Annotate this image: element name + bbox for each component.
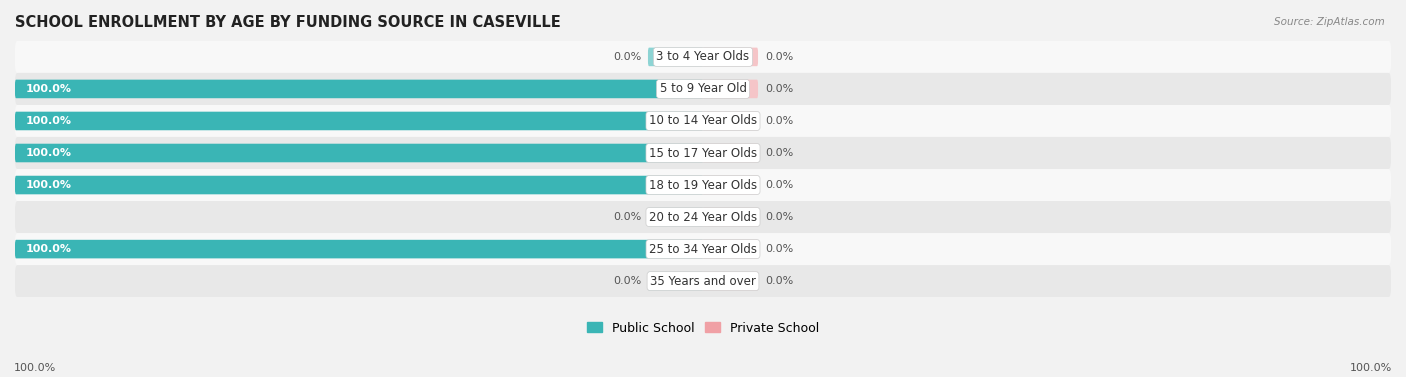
FancyBboxPatch shape bbox=[703, 208, 758, 226]
Text: Source: ZipAtlas.com: Source: ZipAtlas.com bbox=[1274, 17, 1385, 27]
Text: 100.0%: 100.0% bbox=[25, 180, 72, 190]
FancyBboxPatch shape bbox=[15, 233, 1391, 265]
FancyBboxPatch shape bbox=[15, 105, 1391, 137]
FancyBboxPatch shape bbox=[648, 208, 703, 226]
FancyBboxPatch shape bbox=[703, 272, 758, 290]
Text: 35 Years and over: 35 Years and over bbox=[650, 274, 756, 288]
Text: 18 to 19 Year Olds: 18 to 19 Year Olds bbox=[650, 179, 756, 192]
Text: 25 to 34 Year Olds: 25 to 34 Year Olds bbox=[650, 242, 756, 256]
FancyBboxPatch shape bbox=[15, 41, 1391, 73]
Text: 100.0%: 100.0% bbox=[25, 244, 72, 254]
Legend: Public School, Private School: Public School, Private School bbox=[585, 319, 821, 337]
Text: 0.0%: 0.0% bbox=[765, 116, 793, 126]
FancyBboxPatch shape bbox=[703, 48, 758, 66]
FancyBboxPatch shape bbox=[15, 144, 703, 162]
FancyBboxPatch shape bbox=[15, 169, 1391, 201]
FancyBboxPatch shape bbox=[15, 201, 1391, 233]
FancyBboxPatch shape bbox=[703, 80, 758, 98]
FancyBboxPatch shape bbox=[648, 48, 703, 66]
FancyBboxPatch shape bbox=[15, 112, 703, 130]
FancyBboxPatch shape bbox=[15, 137, 1391, 169]
Text: 5 to 9 Year Old: 5 to 9 Year Old bbox=[659, 83, 747, 95]
Text: 100.0%: 100.0% bbox=[14, 363, 56, 373]
FancyBboxPatch shape bbox=[15, 176, 703, 194]
FancyBboxPatch shape bbox=[703, 112, 758, 130]
Text: 15 to 17 Year Olds: 15 to 17 Year Olds bbox=[650, 147, 756, 159]
Text: 10 to 14 Year Olds: 10 to 14 Year Olds bbox=[650, 115, 756, 127]
FancyBboxPatch shape bbox=[703, 144, 758, 162]
Text: SCHOOL ENROLLMENT BY AGE BY FUNDING SOURCE IN CASEVILLE: SCHOOL ENROLLMENT BY AGE BY FUNDING SOUR… bbox=[15, 15, 561, 30]
Text: 3 to 4 Year Olds: 3 to 4 Year Olds bbox=[657, 51, 749, 63]
Text: 0.0%: 0.0% bbox=[765, 148, 793, 158]
Text: 100.0%: 100.0% bbox=[1350, 363, 1392, 373]
Text: 0.0%: 0.0% bbox=[765, 212, 793, 222]
Text: 0.0%: 0.0% bbox=[765, 276, 793, 286]
FancyBboxPatch shape bbox=[15, 73, 1391, 105]
Text: 100.0%: 100.0% bbox=[25, 148, 72, 158]
Text: 20 to 24 Year Olds: 20 to 24 Year Olds bbox=[650, 211, 756, 224]
FancyBboxPatch shape bbox=[15, 265, 1391, 297]
Text: 0.0%: 0.0% bbox=[765, 84, 793, 94]
Text: 100.0%: 100.0% bbox=[25, 116, 72, 126]
FancyBboxPatch shape bbox=[703, 176, 758, 194]
Text: 0.0%: 0.0% bbox=[613, 52, 641, 62]
FancyBboxPatch shape bbox=[648, 272, 703, 290]
FancyBboxPatch shape bbox=[15, 80, 703, 98]
Text: 0.0%: 0.0% bbox=[765, 52, 793, 62]
FancyBboxPatch shape bbox=[703, 240, 758, 258]
Text: 0.0%: 0.0% bbox=[613, 276, 641, 286]
FancyBboxPatch shape bbox=[15, 240, 703, 258]
Text: 100.0%: 100.0% bbox=[25, 84, 72, 94]
Text: 0.0%: 0.0% bbox=[613, 212, 641, 222]
Text: 0.0%: 0.0% bbox=[765, 244, 793, 254]
Text: 0.0%: 0.0% bbox=[765, 180, 793, 190]
